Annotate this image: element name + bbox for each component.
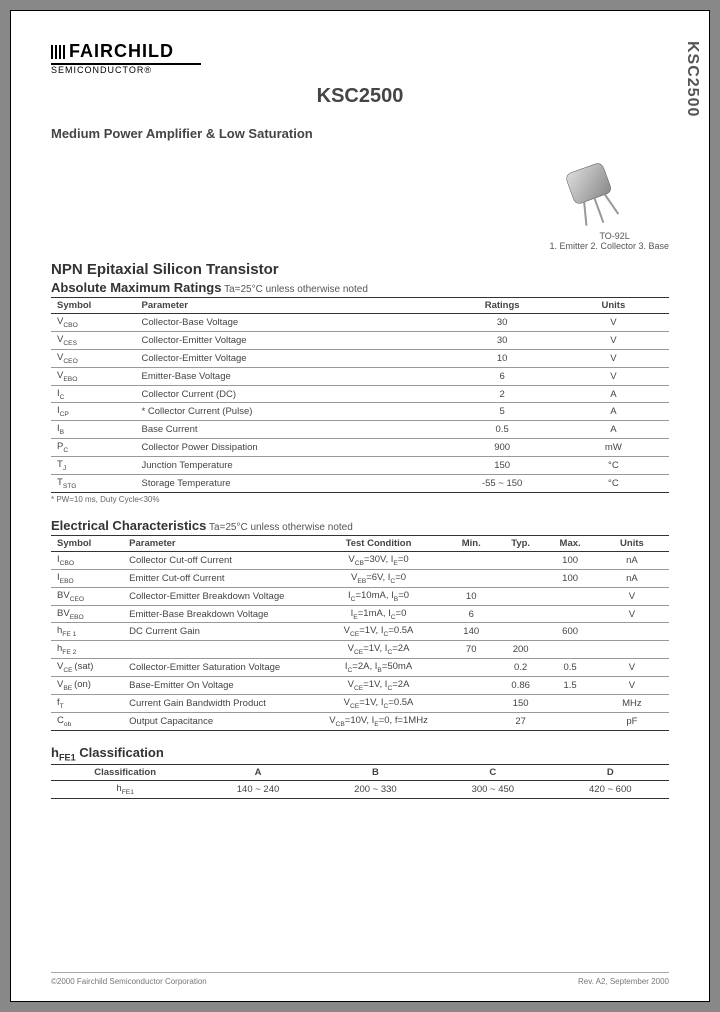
amr-footnote: * PW=10 ms, Duty Cycle<30% <box>51 495 669 504</box>
to92-icon <box>549 156 639 226</box>
amr-table: Symbol Parameter Ratings Units VCBOColle… <box>51 297 669 493</box>
hfe-d: 420 ~ 600 <box>552 781 669 799</box>
ec-col-2: Test Condition <box>311 535 447 551</box>
hfe-label: hFE1 <box>51 781 199 799</box>
ec-title: Electrical Characteristics <box>51 518 206 533</box>
table-row: VCE (sat)Collector-Emitter Saturation Vo… <box>51 659 669 677</box>
hfe-table: Classification A B C D hFE1 140 ~ 240 20… <box>51 764 669 799</box>
transistor-heading: NPN Epitaxial Silicon Transistor <box>51 261 669 278</box>
page-footer: ©2000 Fairchild Semiconductor Corporatio… <box>51 972 669 986</box>
table-row: fTCurrent Gain Bandwidth ProductVCE=1V, … <box>51 695 669 713</box>
side-part-number: KSC2500 <box>683 41 701 117</box>
table-row: ICP* Collector Current (Pulse)5A <box>51 403 669 421</box>
hfe-a: 140 ~ 240 <box>199 781 316 799</box>
table-row: BVEBOEmitter-Base Breakdown VoltageIE=1m… <box>51 605 669 623</box>
hfe-b: 200 ~ 330 <box>317 781 434 799</box>
col-units: Units <box>558 298 669 314</box>
col-rating: Ratings <box>447 298 558 314</box>
table-row: ICBOCollector Cut-off CurrentVCB=30V, IE… <box>51 551 669 569</box>
ec-heading: Electrical Characteristics Ta=25°C unles… <box>51 518 669 533</box>
hfe-title: hFE1 Classification <box>51 745 164 760</box>
footer-right: Rev. A2, September 2000 <box>578 977 669 986</box>
ec-col-3: Min. <box>447 535 496 551</box>
ec-col-6: Units <box>595 535 669 551</box>
hfe-c: 300 ~ 450 <box>434 781 551 799</box>
ec-col-0: Symbol <box>51 535 125 551</box>
table-row: hFE1 140 ~ 240 200 ~ 330 300 ~ 450 420 ~… <box>51 781 669 799</box>
amr-title: Absolute Maximum Ratings <box>51 280 221 295</box>
table-row: IEBOEmitter Cut-off CurrentVEB=6V, IC=01… <box>51 569 669 587</box>
table-row: VCBOCollector-Base Voltage30V <box>51 314 669 332</box>
table-row: VCESCollector-Emitter Voltage30V <box>51 331 669 349</box>
package-pins: 1. Emitter 2. Collector 3. Base <box>549 241 669 251</box>
part-subtitle: Medium Power Amplifier & Low Saturation <box>51 126 669 141</box>
table-row: VEBOEmitter-Base Voltage6V <box>51 367 669 385</box>
package-name: TO-92L <box>599 231 669 241</box>
hfe-heading: hFE1 Classification <box>51 745 669 763</box>
table-row: VCEOCollector-Emitter Voltage10V <box>51 349 669 367</box>
hfe-col-3: C <box>434 765 551 781</box>
table-row: PCCollector Power Dissipation900mW <box>51 439 669 457</box>
col-symbol: Symbol <box>51 298 138 314</box>
hfe-col-2: B <box>317 765 434 781</box>
hfe-col-0: Classification <box>51 765 199 781</box>
ec-col-5: Max. <box>545 535 594 551</box>
table-row: BVCEOCollector-Emitter Breakdown Voltage… <box>51 587 669 605</box>
table-row: VBE (on)Base-Emitter On VoltageVCE=1V, I… <box>51 677 669 695</box>
table-row: TSTGStorage Temperature-55 ~ 150°C <box>51 475 669 493</box>
table-row: hFE 2VCE=1V, IC=2A70200 <box>51 641 669 659</box>
ec-col-1: Parameter <box>125 535 310 551</box>
logo-name: FAIRCHILD <box>69 41 174 62</box>
table-row: ICCollector Current (DC)2A <box>51 385 669 403</box>
company-logo: FAIRCHILD SEMICONDUCTOR® <box>51 41 669 75</box>
amr-cond: Ta=25°C unless otherwise noted <box>221 284 367 295</box>
table-row: TJJunction Temperature150°C <box>51 457 669 475</box>
logo-sub: SEMICONDUCTOR® <box>51 65 669 75</box>
hfe-col-1: A <box>199 765 316 781</box>
table-row: IBBase Current0.5A <box>51 421 669 439</box>
ec-cond: Ta=25°C unless otherwise noted <box>206 522 352 533</box>
footer-left: ©2000 Fairchild Semiconductor Corporatio… <box>51 977 207 986</box>
part-title: KSC2500 <box>51 85 669 108</box>
col-param: Parameter <box>138 298 447 314</box>
table-row: hFE 1DC Current GainVCE=1V, IC=0.5A14060… <box>51 623 669 641</box>
hfe-col-4: D <box>552 765 669 781</box>
ec-col-4: Typ. <box>496 535 545 551</box>
datasheet-page: KSC2500 FAIRCHILD SEMICONDUCTOR® KSC2500… <box>10 10 710 1002</box>
ec-table: Symbol Parameter Test Condition Min. Typ… <box>51 535 669 731</box>
amr-heading: Absolute Maximum Ratings Ta=25°C unless … <box>51 280 669 295</box>
package-diagram: TO-92L 1. Emitter 2. Collector 3. Base <box>549 156 669 251</box>
table-row: CobOutput CapacitanceVCB=10V, IE=0, f=1M… <box>51 712 669 730</box>
